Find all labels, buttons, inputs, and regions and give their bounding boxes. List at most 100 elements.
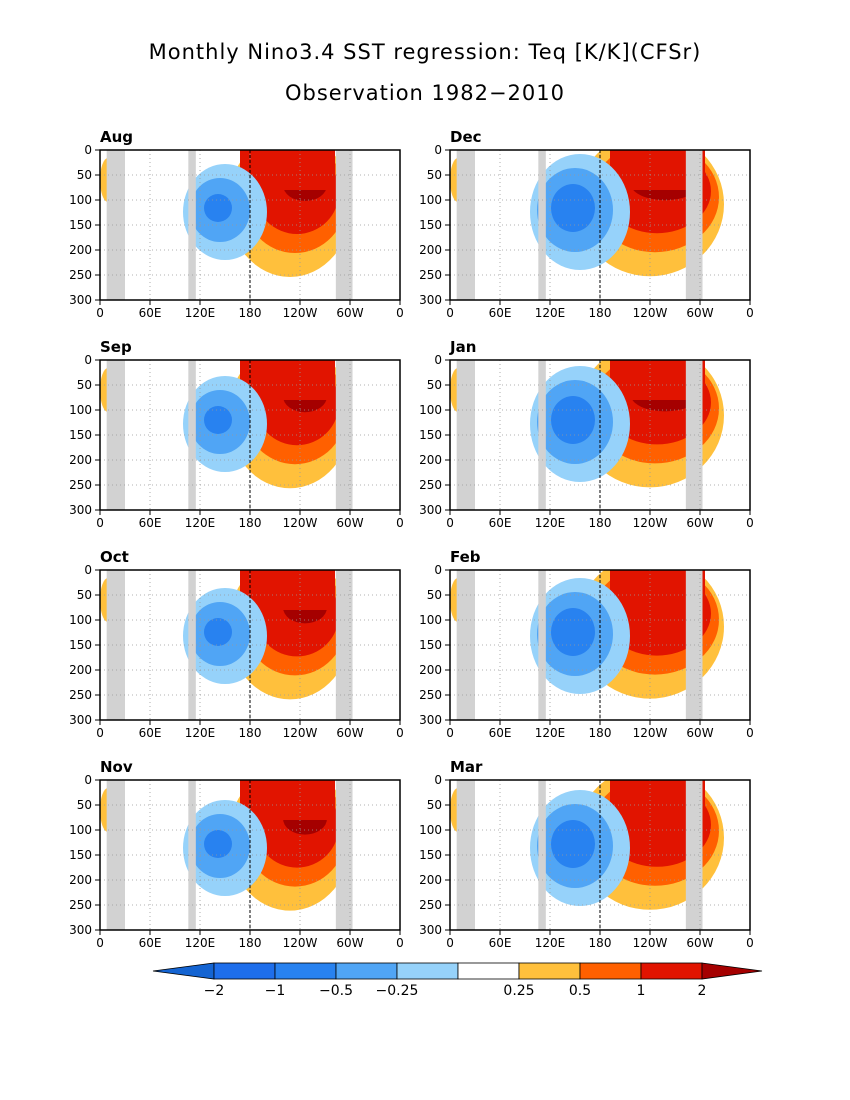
y-tick-label: 250 <box>69 268 92 282</box>
x-tick-label: 60E <box>139 306 162 320</box>
colorbar-arrow-max <box>701 962 763 980</box>
x-tick-label: 60W <box>336 726 363 740</box>
panel-oct: Oct 0 60E 120E 180 120W 60W 0 0 50 100 150 200 250 300 <box>69 548 404 740</box>
panel-sep: Sep 0 60E 120E 180 120W 60W 0 0 50 100 150 200 250 300 <box>69 338 404 530</box>
panel-title: Dec <box>450 128 482 146</box>
x-tick-label: 60E <box>489 936 512 950</box>
y-tick-label: 150 <box>69 848 92 862</box>
y-tick-label: 50 <box>427 168 442 182</box>
y-tick-label: 50 <box>77 378 92 392</box>
y-tick-label: 50 <box>77 588 92 602</box>
y-tick-label: 150 <box>69 428 92 442</box>
y-tick-label: 250 <box>419 478 442 492</box>
y-tick-label: 0 <box>434 143 442 157</box>
cold-anomaly-neg_1 <box>204 618 232 646</box>
y-tick-label: 150 <box>419 848 442 862</box>
colorbar-label: 1 <box>637 983 646 999</box>
x-tick-label: 120W <box>633 306 668 320</box>
cold-anomaly-neg_1 <box>551 820 595 868</box>
x-tick-label: 120E <box>185 516 216 530</box>
cold-anomaly-neg_1 <box>551 608 595 656</box>
y-tick-label: 150 <box>419 638 442 652</box>
x-tick-label: 120W <box>283 726 318 740</box>
colorbar-label: −1 <box>265 983 286 999</box>
x-tick-label: 60E <box>139 516 162 530</box>
y-tick-label: 300 <box>419 503 442 517</box>
y-tick-label: 250 <box>419 688 442 702</box>
land-mask <box>456 150 475 300</box>
x-tick-label: 0 <box>396 306 404 320</box>
panel-feb: Feb 0 60E 120E 180 120W 60W 0 0 50 100 150 200 250 300 <box>419 548 754 740</box>
y-tick-label: 150 <box>419 428 442 442</box>
x-tick-label: 120W <box>283 936 318 950</box>
y-tick-label: 0 <box>84 773 92 787</box>
y-tick-label: 200 <box>419 453 442 467</box>
cold-anomaly-neg_1 <box>204 830 232 858</box>
y-tick-label: 100 <box>69 403 92 417</box>
x-tick-label: 120E <box>535 516 566 530</box>
x-tick-label: 0 <box>746 936 754 950</box>
y-tick-label: 0 <box>434 563 442 577</box>
cold-anomaly-neg_1 <box>204 406 232 434</box>
y-tick-label: 300 <box>419 713 442 727</box>
y-tick-label: 150 <box>419 218 442 232</box>
figure-title: Monthly Nino3.4 SST regression: Teq [K/K… <box>148 40 702 64</box>
x-tick-label: 180 <box>589 516 612 530</box>
y-tick-label: 300 <box>69 293 92 307</box>
x-tick-label: 60W <box>336 516 363 530</box>
y-tick-label: 0 <box>434 773 442 787</box>
y-tick-label: 100 <box>69 823 92 837</box>
land-mask <box>106 150 125 300</box>
colorbar-segment <box>396 962 459 980</box>
x-tick-label: 0 <box>446 936 454 950</box>
cold-anomaly-neg_1 <box>551 184 595 232</box>
colorbar-label: 0.25 <box>503 983 534 999</box>
y-tick-label: 250 <box>69 898 92 912</box>
x-tick-label: 0 <box>96 726 104 740</box>
panel-title: Oct <box>100 548 129 566</box>
figure-subtitle: Observation 1982−2010 <box>284 81 566 105</box>
panel-title: Sep <box>100 338 132 356</box>
land-mask <box>456 780 475 930</box>
x-tick-label: 120W <box>633 726 668 740</box>
panel-nov: Nov 0 60E 120E 180 120W 60W 0 0 50 100 150 200 250 300 <box>69 758 404 950</box>
cold-anomaly-neg_1 <box>204 194 232 222</box>
x-tick-label: 0 <box>446 306 454 320</box>
y-tick-label: 200 <box>419 873 442 887</box>
y-tick-label: 0 <box>434 353 442 367</box>
x-tick-label: 0 <box>446 726 454 740</box>
x-tick-label: 120W <box>633 936 668 950</box>
panel-title: Aug <box>100 128 133 146</box>
x-tick-label: 180 <box>239 936 262 950</box>
x-tick-label: 0 <box>746 516 754 530</box>
land-mask <box>106 780 125 930</box>
x-tick-label: 120E <box>185 306 216 320</box>
x-tick-label: 0 <box>96 516 104 530</box>
colorbar-segment <box>640 962 703 980</box>
x-tick-label: 180 <box>589 936 612 950</box>
x-tick-label: 120E <box>185 726 216 740</box>
x-tick-label: 60E <box>489 516 512 530</box>
x-tick-label: 0 <box>396 936 404 950</box>
land-mask <box>106 570 125 720</box>
x-tick-label: 180 <box>239 516 262 530</box>
land-mask <box>456 570 475 720</box>
colorbar-segment <box>579 962 642 980</box>
colorbar-segment <box>274 962 337 980</box>
land-mask <box>456 360 475 510</box>
y-tick-label: 150 <box>69 218 92 232</box>
y-tick-label: 100 <box>69 613 92 627</box>
y-tick-label: 200 <box>69 873 92 887</box>
x-tick-label: 120E <box>185 936 216 950</box>
y-tick-label: 200 <box>69 453 92 467</box>
y-tick-label: 100 <box>419 193 442 207</box>
colorbar-segment <box>213 962 276 980</box>
x-tick-label: 60E <box>139 726 162 740</box>
x-tick-label: 0 <box>396 516 404 530</box>
y-tick-label: 250 <box>419 268 442 282</box>
y-tick-label: 300 <box>419 293 442 307</box>
x-tick-label: 60W <box>336 306 363 320</box>
y-tick-label: 50 <box>427 588 442 602</box>
x-tick-label: 120W <box>283 306 318 320</box>
x-tick-label: 60W <box>686 516 713 530</box>
